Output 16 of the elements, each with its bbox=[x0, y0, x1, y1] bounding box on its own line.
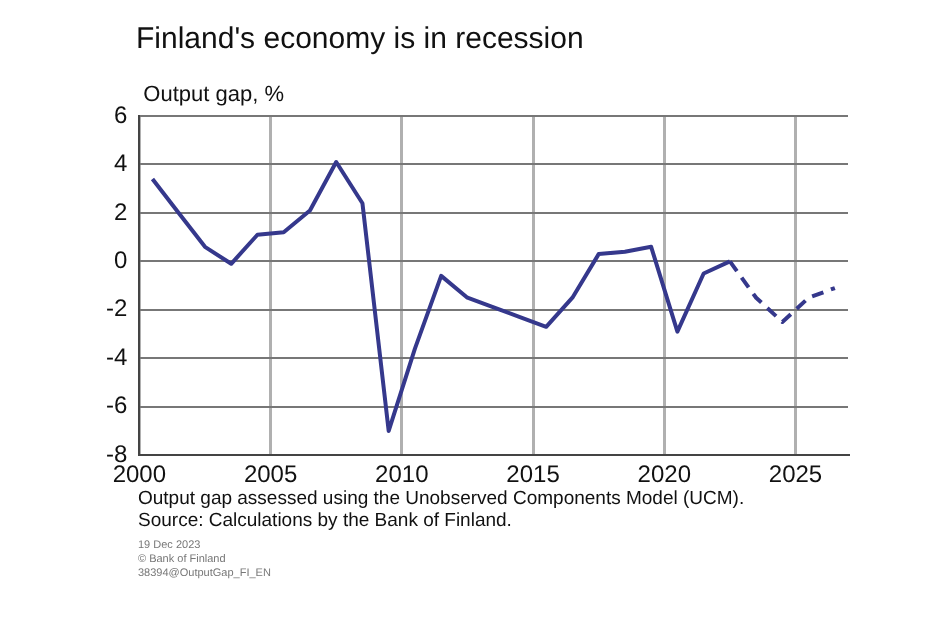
y-tick-label: -4 bbox=[106, 342, 128, 371]
y-tick-label: 2 bbox=[113, 197, 128, 226]
chart-title: Finland's economy is in recession bbox=[136, 22, 584, 56]
y-tick-label: -2 bbox=[106, 294, 128, 323]
text: Output gap assessed using the Unobserved Components Model (UCM). bbox=[138, 488, 745, 510]
source-note: Source: Calculations by the Bank of Finland. bbox=[138, 510, 514, 532]
y-tick-label: -6 bbox=[106, 391, 128, 420]
y-axis-title: Output gap, % bbox=[143, 83, 285, 108]
x-tick-label: 2005 bbox=[243, 460, 298, 489]
x-tick-label: 2020 bbox=[637, 460, 692, 489]
x-tick-label: 2010 bbox=[375, 460, 430, 489]
y-tick-label: 4 bbox=[113, 149, 128, 178]
x-tick-label: 2015 bbox=[506, 460, 561, 489]
y-tick-label: 0 bbox=[113, 246, 128, 274]
x-tick-label: 2025 bbox=[768, 460, 823, 489]
y-tick-label: 6 bbox=[113, 100, 128, 129]
